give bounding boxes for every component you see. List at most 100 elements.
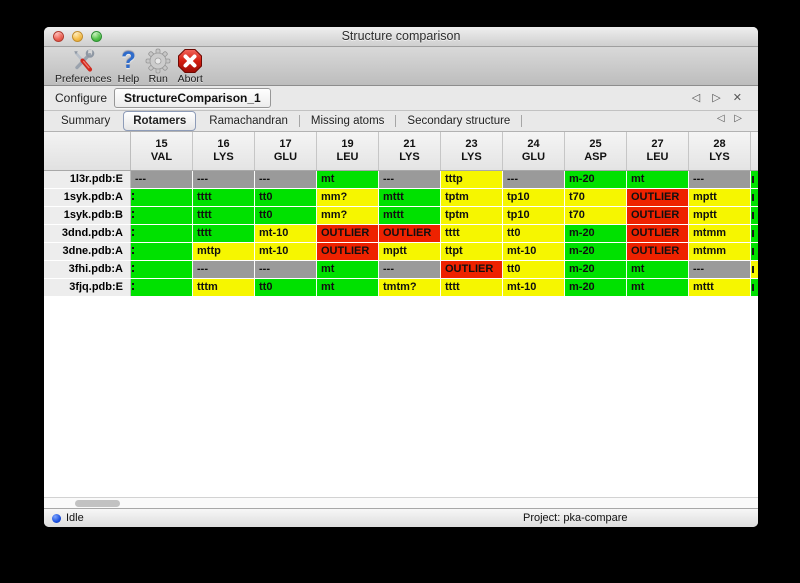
rotamer-cell[interactable]: mt: [317, 171, 379, 188]
tab-next-icon[interactable]: ▷: [734, 113, 742, 124]
row-label[interactable]: 1l3r.pdb:E: [44, 171, 131, 188]
rotamer-cell[interactable]: tp10: [503, 207, 565, 224]
rotamer-cell[interactable]: ---: [255, 171, 317, 188]
rotamer-cell[interactable]: ---: [193, 171, 255, 188]
close-window-button[interactable]: [53, 31, 64, 42]
rotamer-cell[interactable]: tttp: [441, 171, 503, 188]
rotamer-cell[interactable]: OUTLIER: [441, 261, 503, 278]
rotamer-cell[interactable]: [131, 207, 193, 224]
preferences-button[interactable]: Preferences: [55, 48, 112, 85]
rotamer-cell[interactable]: tt0: [503, 225, 565, 242]
rotamer-cell[interactable]: tt0: [255, 189, 317, 206]
tab-rotamers[interactable]: Rotamers: [123, 111, 197, 131]
rotamer-cell[interactable]: mt: [627, 171, 689, 188]
rotamer-cell[interactable]: OUTLIER: [627, 225, 689, 242]
task-close-icon[interactable]: ✕: [732, 92, 742, 104]
rotamer-cell[interactable]: ---: [131, 171, 193, 188]
rotamer-cell[interactable]: mttt: [379, 207, 441, 224]
rotamer-cell[interactable]: tptm: [441, 189, 503, 206]
tab-prev-icon[interactable]: ◁: [716, 113, 725, 124]
rotamer-cell[interactable]: ttpt: [441, 243, 503, 260]
tab-summary[interactable]: Summary: [61, 115, 111, 127]
rotamer-cell[interactable]: mptt: [689, 189, 751, 206]
row-label[interactable]: 3fhi.pdb:A: [44, 261, 131, 278]
rotamer-cell[interactable]: tttt: [193, 225, 255, 242]
rotamer-cell[interactable]: [131, 225, 193, 242]
rotamer-cell[interactable]: mt-10: [503, 243, 565, 260]
rotamer-cell[interactable]: ---: [503, 171, 565, 188]
column-header[interactable]: 19 LEU: [317, 132, 379, 170]
tab-missing-atoms[interactable]: Missing atoms: [310, 115, 385, 127]
row-label[interactable]: 1syk.pdb:A: [44, 189, 131, 206]
task-next-icon[interactable]: ▷: [712, 92, 721, 104]
rotamer-cell[interactable]: mt: [317, 261, 379, 278]
rotamer-cell[interactable]: ---: [255, 261, 317, 278]
rotamer-cell[interactable]: m-20: [565, 225, 627, 242]
rotamer-cell[interactable]: OUTLIER: [317, 243, 379, 260]
rotamer-cell[interactable]: tt0: [255, 207, 317, 224]
rotamer-cell[interactable]: tt0: [255, 279, 317, 296]
rotamer-cell[interactable]: OUTLIER: [627, 207, 689, 224]
abort-button[interactable]: Abort: [177, 48, 203, 85]
row-label[interactable]: 3dne.pdb:A: [44, 243, 131, 260]
rotamer-cell[interactable]: mtmm: [689, 243, 751, 260]
rotamer-cell[interactable]: tptm: [441, 207, 503, 224]
tab-secondary-structure[interactable]: Secondary structure: [407, 115, 511, 127]
rotamer-cell[interactable]: [131, 279, 193, 296]
rotamer-cell[interactable]: mm?: [317, 189, 379, 206]
row-label[interactable]: 1syk.pdb:B: [44, 207, 131, 224]
rotamer-cell[interactable]: [131, 261, 193, 278]
help-button[interactable]: ? Help: [118, 48, 140, 86]
rotamer-cell[interactable]: mttt: [379, 189, 441, 206]
rotamer-cell[interactable]: t70: [565, 189, 627, 206]
task-prev-icon[interactable]: ◁: [691, 92, 701, 104]
rotamer-cell[interactable]: ---: [379, 261, 441, 278]
column-header[interactable]: 21 LYS: [379, 132, 441, 170]
rotamer-cell[interactable]: [131, 243, 193, 260]
rotamer-cell[interactable]: mptt: [689, 207, 751, 224]
column-header[interactable]: 27 LEU: [627, 132, 689, 170]
rotamer-cell[interactable]: OUTLIER: [317, 225, 379, 242]
horizontal-scrollbar[interactable]: [44, 497, 758, 508]
scrollbar-thumb[interactable]: [75, 500, 120, 507]
tab-ramachandran[interactable]: Ramachandran: [209, 115, 288, 127]
task-name-tab[interactable]: StructureComparison_1: [114, 88, 271, 108]
rotamer-cell[interactable]: mt-10: [255, 225, 317, 242]
rotamer-cell[interactable]: m-20: [565, 171, 627, 188]
rotamer-cell[interactable]: mt-10: [255, 243, 317, 260]
row-label[interactable]: 3fjq.pdb:E: [44, 279, 131, 296]
rotamer-cell[interactable]: mt: [627, 261, 689, 278]
minimize-window-button[interactable]: [72, 31, 83, 42]
zoom-window-button[interactable]: [91, 31, 102, 42]
rotamer-cell[interactable]: tttm: [193, 279, 255, 296]
rotamer-cell[interactable]: mtmm: [689, 225, 751, 242]
rotamer-cell[interactable]: ---: [379, 171, 441, 188]
rotamer-cell[interactable]: tttt: [441, 279, 503, 296]
rotamer-cell[interactable]: ---: [193, 261, 255, 278]
rotamer-cell[interactable]: mt-10: [503, 279, 565, 296]
column-header[interactable]: 23 LYS: [441, 132, 503, 170]
rotamer-cell[interactable]: tttt: [441, 225, 503, 242]
rotamer-cell[interactable]: tttt: [193, 189, 255, 206]
rotamer-cell[interactable]: mptt: [379, 243, 441, 260]
rotamer-cell[interactable]: OUTLIER: [627, 243, 689, 260]
row-label[interactable]: 3dnd.pdb:A: [44, 225, 131, 242]
rotamer-cell[interactable]: mttp: [193, 243, 255, 260]
rotamer-cell[interactable]: tmtm?: [379, 279, 441, 296]
rotamer-cell[interactable]: tttt: [193, 207, 255, 224]
rotamer-cell[interactable]: t70: [565, 207, 627, 224]
column-header[interactable]: 15 VAL: [131, 132, 193, 170]
rotamer-cell[interactable]: ---: [689, 171, 751, 188]
run-button[interactable]: Run: [145, 48, 171, 85]
rotamer-cell[interactable]: mt: [627, 279, 689, 296]
rotamer-cell[interactable]: mt: [317, 279, 379, 296]
rotamer-cell[interactable]: tp10: [503, 189, 565, 206]
rotamer-cell[interactable]: mm?: [317, 207, 379, 224]
rotamer-cell[interactable]: m-20: [565, 279, 627, 296]
rotamer-cell[interactable]: OUTLIER: [379, 225, 441, 242]
rotamer-cell[interactable]: m-20: [565, 243, 627, 260]
column-header[interactable]: 25 ASP: [565, 132, 627, 170]
rotamer-cell[interactable]: OUTLIER: [627, 189, 689, 206]
column-header[interactable]: 16 LYS: [193, 132, 255, 170]
column-header[interactable]: 28 LYS: [689, 132, 751, 170]
